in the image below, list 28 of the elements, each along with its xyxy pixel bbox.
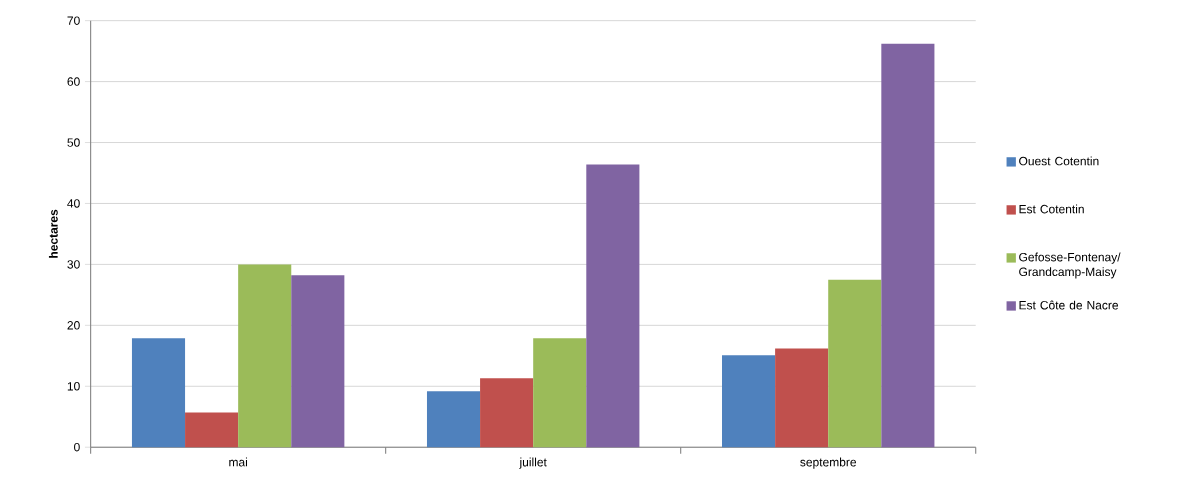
x-tick-label: juillet	[519, 457, 547, 469]
bar	[238, 264, 292, 448]
legend-label: Est Côte de Nacre	[1019, 300, 1119, 310]
bar	[480, 378, 534, 448]
y-axis-title: hectares	[48, 209, 58, 258]
y-tick-label: 20	[67, 321, 80, 330]
bar	[185, 412, 239, 448]
bar	[131, 338, 186, 448]
x-tick-label: septembre	[800, 457, 857, 469]
bar	[426, 391, 481, 448]
y-tick-label: 0	[74, 443, 80, 452]
x-tick-label: mai	[229, 457, 248, 467]
y-tick-label: 60	[67, 77, 80, 86]
legend-label: Est Cotentin	[1019, 204, 1084, 214]
bar	[586, 164, 640, 448]
y-tick-label: 10	[67, 382, 80, 391]
y-tick-label: 70	[67, 16, 80, 25]
y-tick-label: 50	[67, 138, 80, 147]
bar	[291, 275, 345, 448]
y-tick-label: 40	[67, 199, 80, 208]
legend-label: Gefosse-Fontenay/ Grandcamp-Maisy	[1019, 252, 1121, 279]
legend-label: Ouest Cotentin	[1019, 156, 1099, 166]
bar	[775, 348, 829, 448]
bar	[828, 279, 882, 448]
bar	[722, 355, 776, 448]
bar	[881, 43, 935, 448]
bar	[533, 338, 587, 448]
y-tick-label: 30	[67, 260, 80, 269]
